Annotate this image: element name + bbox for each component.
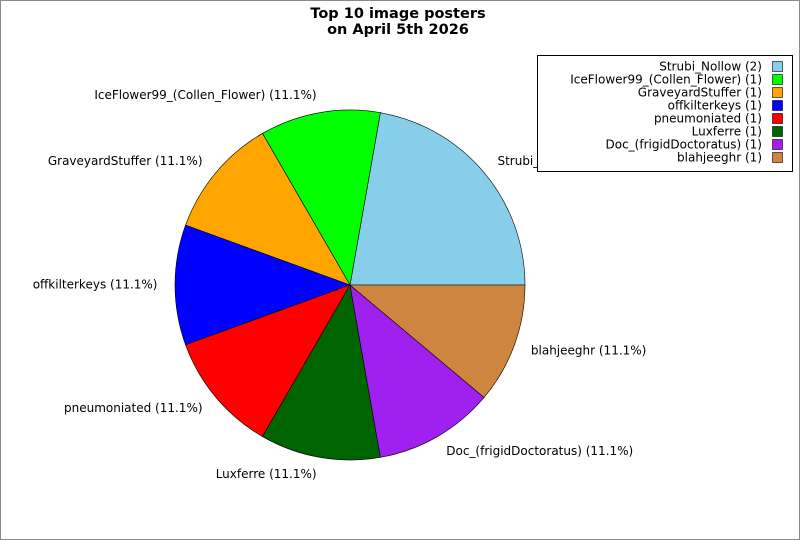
legend-swatch <box>772 100 783 111</box>
legend-swatch <box>772 74 783 85</box>
legend-swatch <box>772 113 783 124</box>
slice-label: IceFlower99_(Collen_Flower) (11.1%) <box>94 88 316 102</box>
legend-label: Doc_(frigidDoctoratus) (1) <box>606 138 763 152</box>
pie-slice <box>185 284 351 437</box>
legend-label: offkilterkeys (1) <box>668 99 762 113</box>
legend-swatch <box>772 139 783 150</box>
legend-label: pneumoniated (1) <box>654 112 762 126</box>
legend-label: blahjeeghr (1) <box>677 151 762 165</box>
pie-slice <box>349 284 485 458</box>
legend-swatch <box>772 152 783 163</box>
chart-title: Top 10 image posters <box>310 6 485 22</box>
slice-label: Luxferre (11.1%) <box>216 467 317 481</box>
legend-swatch <box>772 126 783 137</box>
pie-slice <box>174 224 351 346</box>
legend-label: Luxferre (1) <box>692 125 762 139</box>
slice-label: pneumoniated (11.1%) <box>64 401 203 415</box>
pie-slice <box>185 133 351 286</box>
pie-slice <box>262 284 381 461</box>
legend-label: GraveyardStuffer (1) <box>638 86 762 100</box>
slice-label: Doc_(frigidDoctoratus) (11.1%) <box>446 444 633 458</box>
pie-slice <box>349 284 526 398</box>
legend-label: IceFlower99_(Collen_Flower) (1) <box>570 73 762 87</box>
legend-label: Strubi_Nollow (2) <box>659 60 762 74</box>
legend-swatch <box>772 61 783 72</box>
slice-label: offkilterkeys (11.1%) <box>33 278 158 292</box>
slice-label: blahjeeghr (11.1%) <box>531 343 646 357</box>
pie-slice <box>262 109 381 286</box>
pie-slice <box>349 112 526 286</box>
slice-label: GraveyardStuffer (11.1%) <box>48 154 203 168</box>
legend-box <box>537 55 793 172</box>
chart-title: on April 5th 2026 <box>327 22 469 38</box>
legend-swatch <box>772 87 783 98</box>
